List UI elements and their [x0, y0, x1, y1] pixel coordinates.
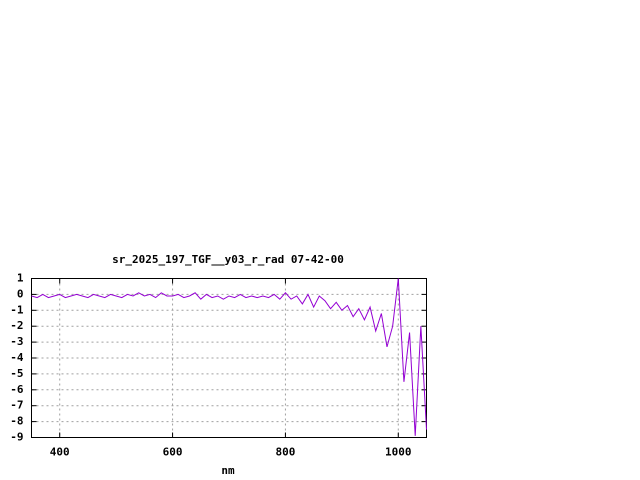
x-axis-label: nm	[221, 464, 235, 477]
y-tick-label: -2	[10, 319, 23, 332]
y-tick-label: -9	[10, 431, 23, 444]
data-line	[31, 278, 427, 436]
y-tick-label: 0	[17, 287, 24, 300]
x-tick-label: 400	[50, 446, 70, 459]
y-tick-label: -7	[10, 399, 23, 412]
y-tick-label: 1	[17, 272, 24, 285]
plot-frame	[31, 278, 427, 438]
y-tick-label: -1	[10, 303, 24, 316]
x-tick-label: 1000	[385, 446, 412, 459]
y-tick-label: -5	[10, 367, 23, 380]
y-tick-label: -3	[10, 335, 23, 348]
chart-title: sr_2025_197_TGF__y03_r_rad 07-42-00	[112, 253, 344, 266]
x-tick-label: 800	[275, 446, 295, 459]
y-tick-label: -8	[10, 415, 23, 428]
y-tick-label: -4	[10, 351, 24, 364]
x-tick-label: 600	[163, 446, 183, 459]
y-tick-label: -6	[10, 383, 24, 396]
